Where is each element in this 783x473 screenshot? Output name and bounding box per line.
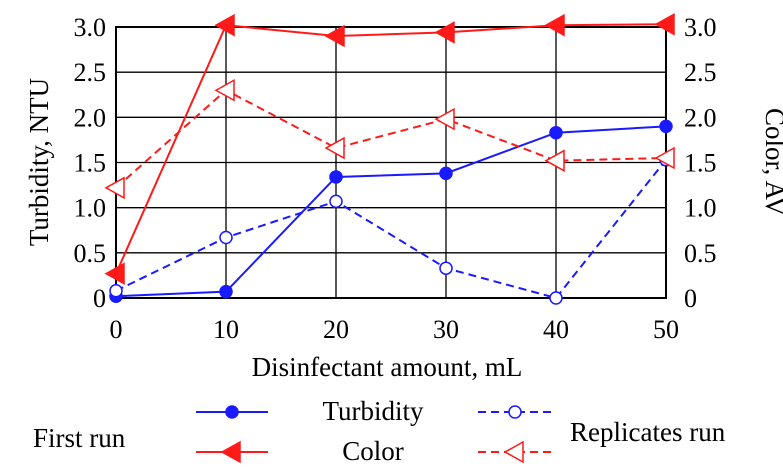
data-point-color_first [544, 13, 565, 37]
x-tick-label: 40 [543, 315, 569, 344]
series-color_rep [104, 78, 675, 200]
series-line-turb_first [115, 125, 667, 298]
legend-key-color-first [196, 440, 268, 464]
data-point-turb_first [329, 170, 343, 184]
x-axis-ticks: 0 10 20 30 40 50 [110, 315, 680, 344]
series-line-color_first [115, 23, 667, 275]
series-layer [104, 13, 675, 305]
x-axis-label: Disinfectant amount, mL [252, 352, 523, 382]
data-point-color_rep [544, 149, 565, 172]
data-point-turb_rep [439, 261, 453, 275]
y-right-tick-label: 3.0 [684, 13, 717, 42]
y-left-tick-label: 3.0 [74, 13, 107, 42]
x-tick-label: 50 [653, 315, 679, 344]
y-left-tick-label: 0 [93, 284, 106, 313]
data-point-color_first [214, 13, 235, 37]
legend-replicates-run-label: Replicates run [570, 417, 726, 447]
legend-turbidity-label: Turbidity [322, 396, 424, 426]
y-axis-right-label: Color, AV [760, 108, 783, 216]
grid [116, 27, 666, 298]
data-point-turb_rep [329, 194, 343, 209]
data-point-turb_first [219, 284, 233, 299]
data-point-turb_first [659, 119, 673, 134]
series-color_first [104, 13, 675, 285]
y-left-tick-label: 2.0 [74, 103, 107, 132]
legend-key-turbidity-first-marker [225, 405, 239, 419]
x-tick-label: 10 [213, 315, 239, 344]
y-left-tick-label: 1.0 [74, 194, 107, 223]
legend-key-color-replicates [478, 440, 552, 464]
x-tick-label: 0 [110, 315, 123, 344]
legend-key-turbidity-replicates [478, 405, 552, 419]
right-axis-ticks: 0 0.5 1.0 1.5 2.0 2.5 3.0 [684, 13, 717, 313]
legend-key-color-replicates-marker [503, 440, 524, 464]
data-point-turb_first [439, 166, 453, 181]
data-point-color_rep [104, 176, 125, 200]
legend-first-run-label: First run [33, 423, 126, 453]
legend: First run Replicates run Turbidity Color [33, 396, 726, 466]
y-left-tick-label: 1.5 [74, 149, 107, 178]
x-tick-label: 20 [323, 315, 349, 344]
series-line-color_rep [115, 89, 667, 189]
data-point-color_first [324, 24, 345, 48]
series-turb_first [109, 119, 673, 303]
data-point-color_first [434, 21, 455, 44]
data-point-color_rep [324, 136, 345, 160]
data-point-color_first [104, 262, 125, 285]
y-right-tick-label: 0.5 [684, 239, 717, 268]
data-point-turb_rep [549, 291, 563, 305]
y-right-tick-label: 2.5 [684, 58, 717, 87]
y-axis-left-label: Turbidity, NTU [24, 78, 54, 246]
data-point-color_rep [214, 78, 235, 102]
legend-key-turbidity-replicates-marker [508, 405, 522, 419]
series-line-turb_rep [115, 159, 667, 300]
data-point-turb_rep [219, 230, 233, 245]
y-right-tick-label: 2.0 [684, 103, 717, 132]
x-tick-label: 30 [433, 315, 459, 344]
data-point-color_rep [654, 146, 675, 170]
data-point-color_first [654, 13, 675, 36]
series-turb_rep [109, 153, 673, 305]
legend-key-turbidity-first [196, 405, 268, 419]
y-right-tick-label: 1.0 [684, 194, 717, 223]
y-right-tick-label: 0 [684, 284, 697, 313]
y-left-tick-label: 0.5 [74, 239, 107, 268]
left-axis-ticks: 0 0.5 1.0 1.5 2.0 2.5 3.0 [74, 13, 107, 313]
y-right-tick-label: 1.5 [684, 149, 717, 178]
data-point-turb_rep [109, 284, 123, 298]
legend-color-label: Color [342, 436, 404, 466]
data-point-turb_first [549, 125, 563, 140]
data-point-color_rep [434, 107, 455, 131]
y-left-tick-label: 2.5 [74, 58, 107, 87]
legend-key-color-first-marker [220, 440, 241, 464]
